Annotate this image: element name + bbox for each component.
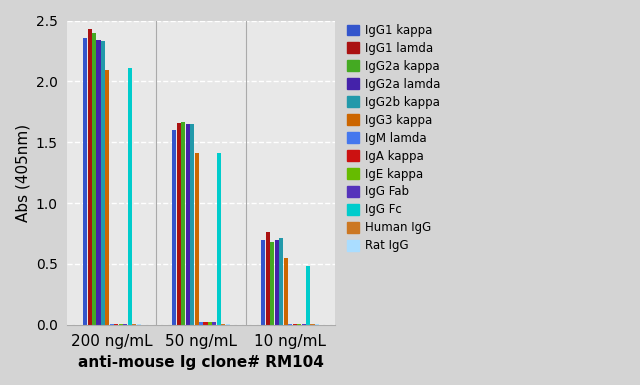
Bar: [195, 153, 198, 325]
Bar: [110, 323, 114, 325]
Bar: [275, 239, 279, 325]
Bar: [221, 323, 225, 325]
X-axis label: anti-mouse Ig clone# RM104: anti-mouse Ig clone# RM104: [78, 355, 324, 370]
Bar: [190, 124, 194, 325]
Bar: [279, 238, 284, 325]
Bar: [92, 33, 96, 325]
Bar: [88, 29, 92, 325]
Y-axis label: Abs (405nm): Abs (405nm): [15, 124, 30, 222]
Bar: [106, 70, 109, 325]
Bar: [310, 323, 314, 325]
Bar: [101, 41, 105, 325]
Bar: [270, 242, 275, 325]
Bar: [199, 322, 203, 325]
Bar: [288, 323, 292, 325]
Bar: [115, 323, 118, 325]
Bar: [132, 323, 136, 325]
Bar: [266, 232, 270, 325]
Bar: [186, 124, 189, 325]
Bar: [136, 323, 141, 325]
Bar: [123, 323, 127, 325]
Bar: [83, 37, 87, 325]
Bar: [297, 323, 301, 325]
Bar: [217, 153, 221, 325]
Bar: [284, 258, 288, 325]
Bar: [127, 68, 132, 325]
Bar: [204, 322, 207, 325]
Bar: [306, 266, 310, 325]
Bar: [172, 130, 177, 325]
Bar: [315, 323, 319, 325]
Bar: [119, 323, 123, 325]
Bar: [301, 323, 306, 325]
Bar: [97, 40, 100, 325]
Bar: [261, 239, 266, 325]
Bar: [226, 323, 230, 325]
Bar: [181, 122, 185, 325]
Bar: [177, 123, 180, 325]
Bar: [208, 322, 212, 325]
Bar: [292, 323, 297, 325]
Legend: IgG1 kappa, IgG1 lamda, IgG2a kappa, IgG2a lamda, IgG2b kappa, IgG3 kappa, IgM l: IgG1 kappa, IgG1 lamda, IgG2a kappa, IgG…: [343, 20, 444, 256]
Bar: [212, 322, 216, 325]
